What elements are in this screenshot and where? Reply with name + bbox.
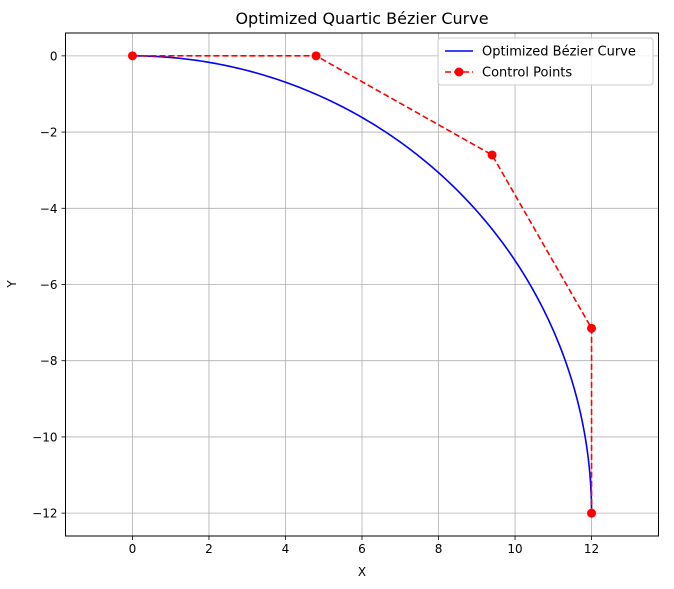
control-point-marker [587,508,597,518]
control-point-marker [127,51,137,61]
chart-title: Optimized Quartic Bézier Curve [235,9,488,28]
x-ticks: 0 2 4 6 8 10 12 [129,536,599,556]
control-point-marker [487,150,497,160]
control-point-marker [311,51,321,61]
x-tick-label: 8 [435,542,443,556]
legend-box [437,37,654,86]
legend-control-label: Control Points [482,66,572,81]
x-axis-label: X [358,565,366,579]
y-tick-label: −8 [40,354,58,368]
y-tick-label: −4 [40,202,58,216]
control-layer [127,51,597,518]
x-tick-label: 0 [129,542,137,556]
grid [65,33,659,536]
y-tick-label: −12 [32,507,57,521]
x-tick-label: 2 [205,542,213,556]
control-polygon-line [132,55,593,514]
legend-curve-label: Optimized Bézier Curve [482,45,636,60]
legend: Optimized Bézier Curve Control Points [437,37,654,86]
y-ticks: 0 −2 −4 −6 −8 −10 −12 [32,49,66,521]
x-tick-label: 12 [584,542,599,556]
curve-layer [132,55,593,514]
y-tick-label: −2 [40,126,58,140]
x-tick-label: 6 [358,542,366,556]
bezier-curve-line [132,55,593,514]
y-tick-label: −10 [32,430,57,444]
y-axis-label: Y [5,280,19,289]
y-tick-label: −6 [40,278,58,292]
x-tick-label: 10 [507,542,522,556]
legend-control-marker [454,67,464,77]
x-tick-label: 4 [282,542,290,556]
control-point-marker [587,323,597,333]
y-tick-label: 0 [50,49,58,63]
